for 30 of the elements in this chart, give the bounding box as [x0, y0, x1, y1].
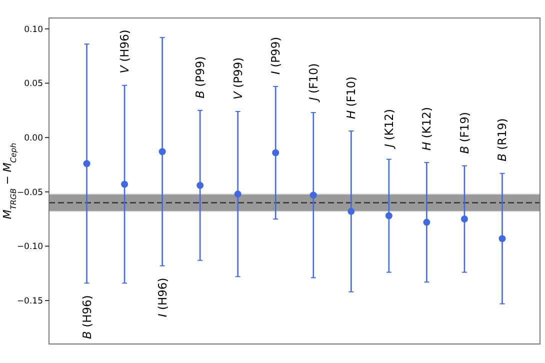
y-tick-label: −0.15 — [16, 296, 43, 307]
annotation: I (H96) — [155, 278, 170, 318]
point — [385, 212, 392, 220]
annotation: J (K12) — [382, 109, 396, 150]
point — [272, 149, 280, 156]
point — [423, 218, 430, 226]
annotation: V (P99) — [230, 57, 245, 100]
point — [121, 180, 128, 188]
y-tick-label: 0.00 — [24, 134, 43, 144]
annotation: I (P99) — [268, 36, 283, 74]
annotation: B (F19) — [457, 112, 472, 154]
point — [83, 160, 90, 168]
point — [348, 208, 355, 215]
annotation: H (K12) — [420, 107, 434, 151]
point — [498, 235, 506, 242]
annotation: V (H96) — [118, 30, 132, 74]
point — [310, 192, 317, 199]
point — [196, 182, 204, 189]
annotation: B (R19) — [495, 118, 510, 162]
annotation: H (F10) — [344, 76, 358, 120]
annotation: B (P99) — [193, 56, 208, 98]
y-tick-label: 0.10 — [24, 24, 43, 35]
point — [460, 216, 468, 223]
y-tick-label: −0.10 — [16, 242, 43, 252]
annotation: J (F10) — [306, 63, 320, 103]
annotation: B (H96) — [80, 295, 94, 339]
y-tick-label: 0.05 — [24, 79, 43, 90]
point — [158, 148, 166, 156]
y-tick-label: −0.05 — [16, 188, 43, 198]
point — [234, 190, 242, 198]
